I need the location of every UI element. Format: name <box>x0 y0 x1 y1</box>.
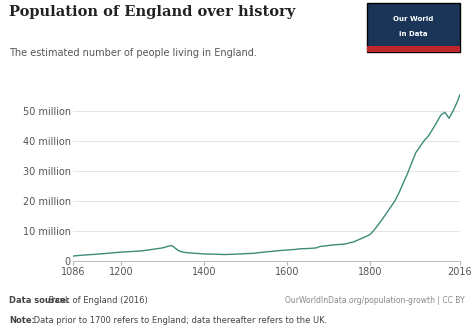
Text: Data source:: Data source: <box>9 296 70 305</box>
Text: in Data: in Data <box>399 31 428 37</box>
FancyBboxPatch shape <box>367 3 460 52</box>
Text: Population of England over history: Population of England over history <box>9 5 296 19</box>
Text: Our World: Our World <box>393 16 434 22</box>
Text: Data prior to 1700 refers to England; data thereafter refers to the UK.: Data prior to 1700 refers to England; da… <box>31 316 327 325</box>
Text: OurWorldInData.org/population-growth | CC BY: OurWorldInData.org/population-growth | C… <box>285 296 465 305</box>
Text: Bank of England (2016): Bank of England (2016) <box>46 296 148 305</box>
Bar <box>367 46 460 52</box>
Text: Note:: Note: <box>9 316 36 325</box>
Text: The estimated number of people living in England.: The estimated number of people living in… <box>9 48 257 58</box>
